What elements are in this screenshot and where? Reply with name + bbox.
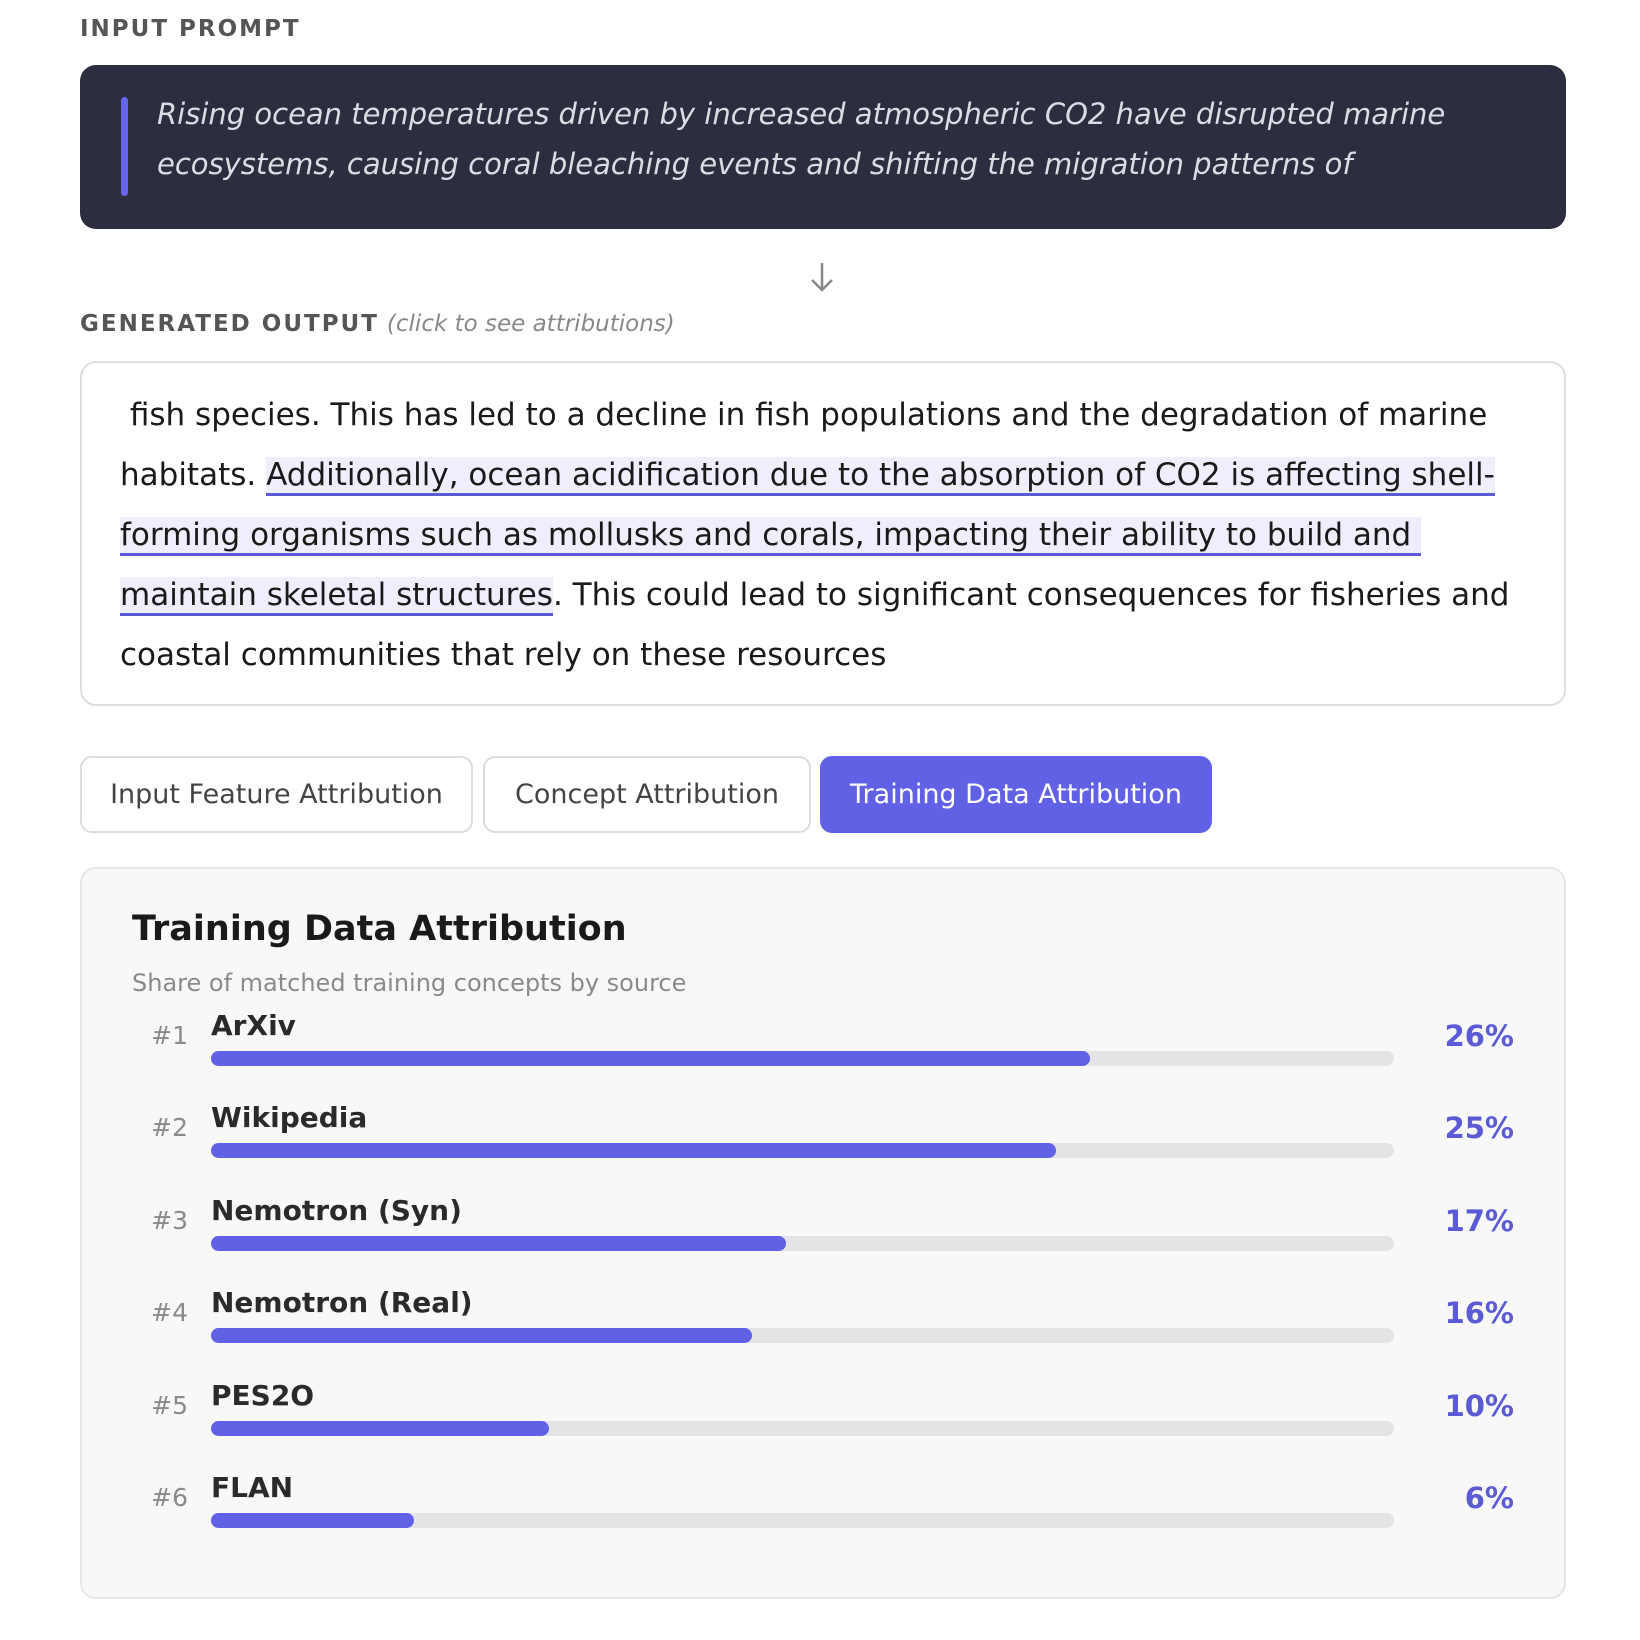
rank-label: #4	[151, 1298, 188, 1328]
chart-subtitle: Share of matched training concepts by so…	[132, 969, 687, 997]
value-label: 26%	[1444, 1019, 1514, 1053]
value-label: 17%	[1444, 1203, 1514, 1238]
prompt-box: Rising ocean temperatures driven by incr…	[80, 65, 1566, 229]
bar	[211, 1420, 549, 1436]
tab[interactable]: Concept Attribution	[483, 756, 811, 833]
tab[interactable]: Training Data Attribution	[820, 756, 1212, 833]
category-label: Nemotron (Real)	[211, 1286, 473, 1320]
bar	[211, 1513, 414, 1528]
bar-track	[211, 1513, 1394, 1528]
bar-track	[211, 1420, 1394, 1436]
bar	[211, 1328, 752, 1344]
hint: (click to see attributions)	[386, 311, 675, 337]
rank-label: #6	[151, 1483, 188, 1512]
section-label: GENERATED OUTPUT (click to see attributio…	[80, 311, 675, 337]
bar-track	[211, 1328, 1394, 1344]
tab[interactable]: Input Feature Attribution	[80, 756, 473, 833]
arrow-icon	[811, 263, 833, 292]
category-label: Wikipedia	[211, 1101, 368, 1135]
category-label: PES2O	[211, 1378, 315, 1412]
section-label: INPUT PROMPT	[80, 16, 301, 42]
chart-panel: Training Data Attribution Share of match…	[80, 867, 1566, 1599]
value-label: 10%	[1444, 1388, 1514, 1423]
rank-label: #3	[151, 1205, 188, 1235]
category-label: ArXiv	[211, 1009, 296, 1042]
value-label: 25%	[1444, 1111, 1514, 1146]
text: fish species. This has led to a decline …	[120, 397, 1498, 493]
bar-track	[211, 1143, 1394, 1159]
value-label: 16%	[1444, 1296, 1514, 1331]
rank-label: #5	[151, 1390, 188, 1420]
text: . This could lead to significant consequ…	[120, 577, 1520, 673]
value-label: 6%	[1464, 1481, 1514, 1515]
bar-track	[211, 1051, 1394, 1066]
output-text: fish species. This has led to a decline …	[120, 385, 1540, 685]
chart-title: Training Data Attribution	[132, 909, 627, 949]
output-box: fish species. This has led to a decline …	[80, 361, 1566, 706]
accent-bar	[121, 97, 128, 196]
rank-label: #2	[151, 1113, 188, 1143]
bar-track	[211, 1235, 1394, 1251]
bar	[211, 1051, 1090, 1066]
prompt-text: Rising ocean temperatures driven by incr…	[157, 97, 1446, 181]
rank-label: #1	[151, 1021, 188, 1050]
label: GENERATED OUTPUT	[80, 311, 379, 337]
category-label: Nemotron (Syn)	[211, 1193, 462, 1227]
bar	[211, 1143, 1056, 1159]
bar	[211, 1235, 786, 1251]
category-label: FLAN	[211, 1471, 294, 1504]
